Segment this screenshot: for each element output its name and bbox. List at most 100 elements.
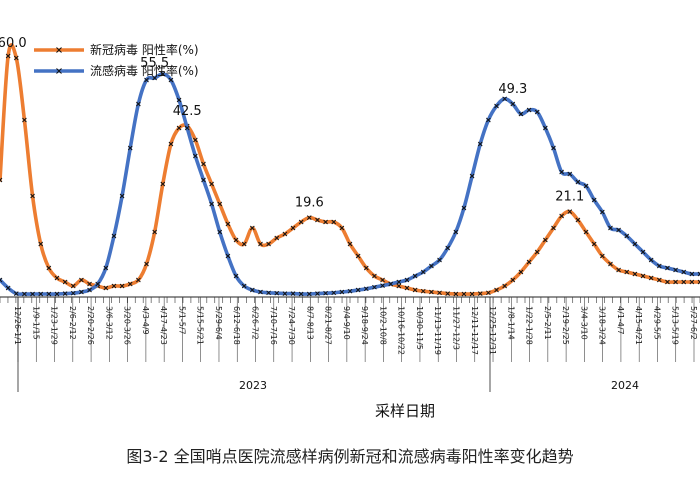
data-point-marker — [46, 291, 52, 297]
x-tick-label: 2/5-2/11 — [543, 306, 552, 340]
x-tick-label: 12/11-12/17 — [470, 306, 479, 355]
data-point-marker — [290, 225, 296, 231]
data-point-marker — [445, 245, 451, 251]
covid-series-line — [0, 43, 700, 296]
data-point-marker — [526, 259, 532, 265]
data-point-marker — [217, 201, 223, 207]
data-point-marker — [306, 291, 312, 297]
data-point-marker — [502, 283, 508, 289]
data-point-marker — [201, 161, 206, 167]
data-point-marker — [176, 125, 182, 131]
data-point-marker — [258, 289, 263, 295]
influenza-series — [0, 71, 700, 297]
data-point-marker — [575, 217, 581, 223]
x-tick-label: 4/3-4/9 — [141, 306, 150, 335]
data-point-marker — [0, 177, 3, 183]
x-axis-title: 采样日期 — [375, 402, 435, 420]
data-point-marker — [445, 291, 451, 296]
data-point-marker — [477, 141, 483, 147]
x-tick-label: 12/26-1/1 — [13, 306, 22, 345]
data-point-marker — [429, 263, 434, 269]
data-point-marker — [298, 219, 304, 225]
data-point-marker — [494, 103, 499, 109]
data-point-marker — [420, 288, 426, 294]
data-point-marker — [13, 55, 19, 61]
data-point-marker — [534, 109, 540, 115]
series-layer — [0, 43, 700, 297]
data-label: 19.6 — [295, 196, 324, 211]
x-tick-label: 4/29-5/5 — [652, 306, 661, 340]
influenza-series-line — [0, 72, 700, 296]
data-point-marker — [144, 77, 149, 83]
data-point-marker — [241, 283, 247, 289]
data-point-marker — [559, 213, 564, 219]
data-point-marker — [168, 77, 174, 83]
data-point-marker — [0, 277, 3, 283]
data-point-marker — [453, 229, 459, 235]
data-point-marker — [347, 288, 353, 294]
data-point-marker — [184, 125, 190, 131]
data-point-marker — [192, 153, 198, 159]
data-point-marker — [591, 241, 597, 247]
data-point-marker — [542, 125, 548, 131]
data-point-marker — [526, 107, 532, 113]
data-point-marker — [461, 205, 467, 211]
data-point-marker — [274, 290, 280, 296]
data-point-marker — [258, 241, 263, 247]
data-point-marker — [388, 281, 394, 287]
data-point-marker — [22, 117, 27, 123]
data-point-marker — [510, 101, 516, 107]
x-tick-label: 5/29-6/4 — [214, 306, 223, 340]
data-point-marker — [648, 257, 654, 263]
data-point-marker — [331, 290, 337, 296]
data-point-marker — [542, 237, 548, 243]
data-point-marker — [396, 283, 402, 289]
data-point-marker — [372, 273, 377, 279]
data-point-marker — [13, 291, 19, 296]
data-point-marker — [567, 209, 573, 214]
data-point-marker — [591, 197, 597, 203]
data-point-marker — [70, 283, 76, 289]
data-label: 42.5 — [173, 104, 202, 119]
data-point-marker — [502, 96, 508, 102]
x-tick-label: 10/2-10/8 — [378, 306, 387, 345]
data-point-marker — [217, 229, 223, 235]
data-point-marker — [534, 249, 540, 255]
data-point-marker — [22, 291, 27, 297]
data-point-marker — [249, 287, 255, 293]
data-point-marker — [225, 221, 231, 227]
legend-label: 新冠病毒 阳性率(%) — [90, 42, 199, 57]
x-tick-label: 3/20-3/26 — [123, 306, 132, 345]
data-point-marker — [583, 183, 589, 189]
data-point-marker — [30, 291, 35, 297]
data-point-marker — [38, 291, 44, 297]
legend-entry: 新冠病毒 阳性率(%) — [34, 42, 199, 57]
x-axis: 12/26-1/1 1/9-1/15 1/23-1/29 2/6-2/12 2/20-2… — [0, 296, 700, 392]
data-point-marker — [608, 261, 613, 267]
data-point-marker — [608, 225, 613, 231]
x-tick-label: 10/16-10/22 — [397, 306, 406, 355]
data-point-marker — [616, 227, 621, 233]
data-point-marker — [437, 257, 442, 263]
data-point-marker — [599, 209, 605, 215]
x-tick-label: 1/23-1/29 — [50, 306, 59, 345]
x-tick-label: 5/1-5/7 — [177, 306, 186, 335]
x-tick-label: 4/1-4/7 — [616, 306, 625, 335]
data-point-marker — [315, 217, 320, 223]
data-point-marker — [469, 291, 475, 297]
data-point-marker — [461, 291, 467, 297]
year-label-2024: 2024 — [611, 379, 639, 392]
x-tick-label: 6/26-7/2 — [251, 306, 260, 340]
data-point-marker — [624, 269, 630, 275]
data-point-marker — [681, 279, 687, 285]
legend-marker — [56, 47, 62, 53]
data-point-marker — [429, 289, 434, 295]
data-point-marker — [681, 269, 687, 275]
data-point-marker — [87, 281, 92, 287]
x-tick-label: 12/25-12/31 — [488, 306, 497, 355]
data-point-marker — [632, 241, 638, 247]
data-point-marker — [673, 279, 678, 285]
x-tick-label: 6/12-6/18 — [232, 306, 241, 345]
data-point-marker — [54, 291, 60, 297]
